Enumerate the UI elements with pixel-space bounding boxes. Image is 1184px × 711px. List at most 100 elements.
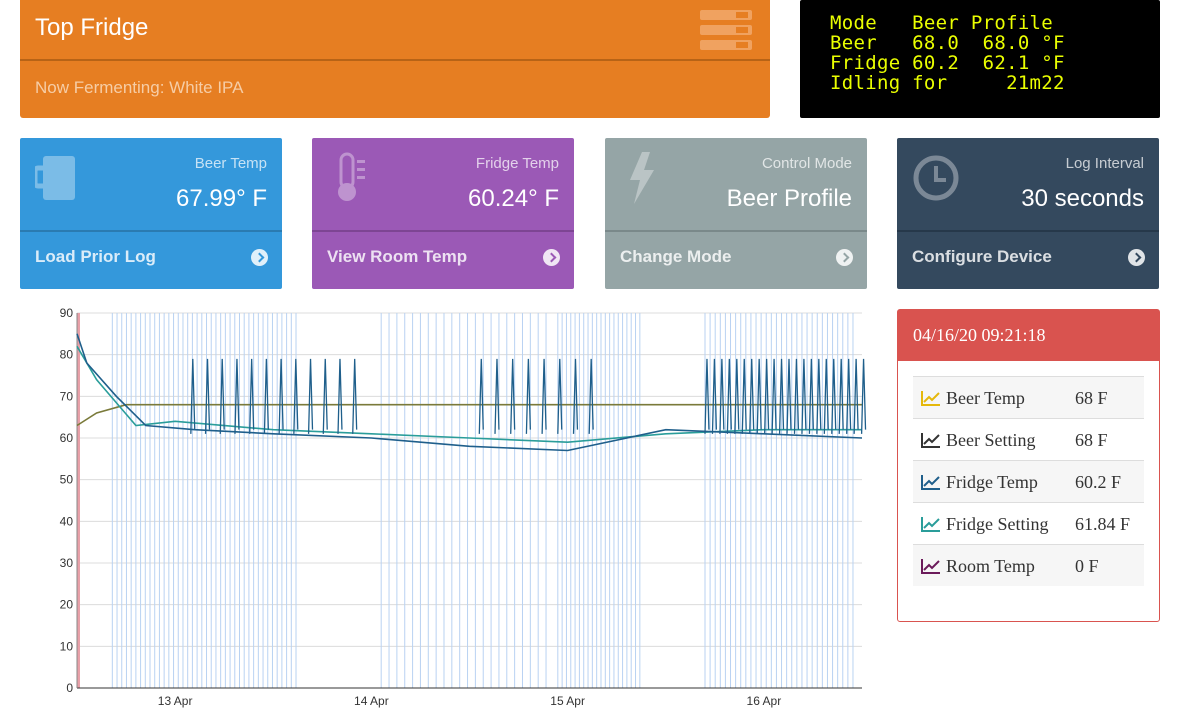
- fridge-temp-spike: [816, 358, 822, 434]
- legend-series-value: 0 F: [1075, 556, 1099, 576]
- server-icon: [700, 10, 752, 50]
- fridge-temp-spike: [778, 358, 785, 434]
- fridge-temp-spike: [741, 358, 747, 434]
- fridge-temp-spike: [588, 358, 594, 434]
- line-chart-icon: [921, 559, 940, 574]
- fridge-temp-spike: [808, 358, 814, 434]
- fridge-temp-spike: [510, 358, 516, 434]
- legend-series-name: Fridge Temp: [946, 472, 1038, 492]
- x-tick-label: 16 Apr: [747, 694, 782, 708]
- fridge-temp-spike: [853, 358, 859, 434]
- arrow-circle-right-icon: [1128, 249, 1145, 266]
- view-room-temp-link[interactable]: View Room Temp: [312, 232, 574, 289]
- tile-top: Log Interval 30 seconds: [897, 138, 1159, 230]
- mug-icon: [35, 156, 75, 200]
- fridge-temp-spike: [278, 358, 284, 434]
- legend-series-value: 68 F: [1075, 388, 1108, 408]
- fridge-temp-spike: [263, 358, 269, 434]
- start-marker: [77, 313, 80, 688]
- load-prior-log-link[interactable]: Load Prior Log: [20, 232, 282, 289]
- arrow-circle-right-icon: [836, 249, 853, 266]
- log-interval-value: 30 seconds: [1021, 185, 1144, 212]
- fridge-temp-spike: [860, 358, 867, 434]
- fridge-temp-spike: [352, 358, 358, 434]
- device-header: Top Fridge Now Fermenting: White IPA: [20, 0, 770, 118]
- tile-top: Control Mode Beer Profile: [605, 138, 867, 230]
- tile-divider: [20, 230, 282, 232]
- legend-table: Beer Temp 68 F Beer Setting 68 F Fridge …: [913, 376, 1144, 586]
- configure-device-link[interactable]: Configure Device: [897, 232, 1159, 289]
- fridge-temp-spike: [572, 358, 579, 434]
- fridge-temp-spike: [711, 358, 718, 434]
- fridge-temp-spike: [322, 358, 328, 434]
- fridge-temp-spike: [749, 358, 755, 434]
- fridge-temp-spike: [831, 358, 837, 434]
- fridge-temp-spike: [719, 358, 725, 434]
- y-tick-label: 40: [60, 514, 74, 528]
- control-mode-tile: Control Mode Beer Profile Change Mode: [605, 138, 867, 289]
- tile-divider: [312, 230, 574, 232]
- y-tick-label: 20: [60, 598, 74, 612]
- fridge-temp-tile: Fridge Temp 60.24° F View Room Temp: [312, 138, 574, 289]
- fridge-temp-spike: [478, 358, 484, 434]
- legend-row-fridge-temp[interactable]: Fridge Temp 60.2 F: [913, 460, 1144, 502]
- fridge-temp-spike: [307, 358, 314, 434]
- control-mode-value: Beer Profile: [726, 185, 852, 212]
- lcd-display: Mode Beer Profile Beer 68.0 68.0 °F Frid…: [800, 0, 1160, 118]
- fridge-temp-spike: [494, 358, 500, 434]
- log-interval-tile: Log Interval 30 seconds Configure Device: [897, 138, 1159, 289]
- arrow-circle-right-icon: [543, 249, 560, 266]
- fridge-temp-spike: [801, 358, 807, 434]
- lcd-line-4: Idling for 21m22: [830, 72, 1065, 94]
- fridge-temp-spike: [846, 358, 852, 434]
- fridge-temp-spike: [541, 358, 547, 434]
- x-tick-label: 13 Apr: [158, 694, 193, 708]
- tile-caption: Control Mode: [761, 155, 852, 172]
- fridge-temp-spike: [293, 358, 299, 434]
- series-line: [76, 403, 862, 427]
- lcd-line-3: Fridge 60.2 62.1 °F: [830, 52, 1065, 74]
- line-chart-icon: [921, 433, 940, 448]
- tile-caption: Log Interval: [1065, 155, 1144, 172]
- legend-panel: 04/16/20 09:21:18 Beer Temp 68 F Beer Se…: [897, 309, 1160, 622]
- fridge-temp-spike: [337, 358, 343, 434]
- series-line: [76, 345, 862, 444]
- legend-row-beer-setting[interactable]: Beer Setting 68 F: [913, 418, 1144, 460]
- lcd-line-2: Beer 68.0 68.0 °F: [830, 32, 1065, 54]
- clock-icon: [913, 155, 959, 201]
- line-chart-icon: [921, 475, 940, 490]
- thermometer-icon: [338, 152, 365, 201]
- fridge-temp-spike: [793, 358, 800, 434]
- legend-series-value: 61.84 F: [1075, 514, 1131, 534]
- legend-series-value: 68 F: [1075, 430, 1108, 450]
- bolt-icon: [630, 152, 654, 204]
- fridge-temp-spike: [525, 358, 531, 434]
- fridge-temp-spike: [557, 358, 563, 434]
- y-tick-label: 90: [60, 306, 74, 320]
- fridge-temp-spike: [219, 358, 225, 434]
- tile-top: Beer Temp 67.99° F: [20, 138, 282, 230]
- y-tick-label: 50: [60, 473, 74, 487]
- fridge-temp-spike: [204, 358, 211, 434]
- tile-top: Fridge Temp 60.24° F: [312, 138, 574, 230]
- y-tick-label: 10: [60, 639, 74, 653]
- tile-link-label: View Room Temp: [327, 247, 468, 266]
- legend-series-name: Beer Setting: [946, 430, 1036, 450]
- y-tick-label: 60: [60, 431, 74, 445]
- y-tick-label: 70: [60, 389, 74, 403]
- y-tick-label: 0: [66, 681, 73, 695]
- change-mode-link[interactable]: Change Mode: [605, 232, 867, 289]
- legend-row-room-temp[interactable]: Room Temp 0 F: [913, 544, 1144, 586]
- temperature-chart[interactable]: 0 10 20 30 40 50 60 70 80 90 13 Apr 14 Apr 15 Apr 16 …: [20, 305, 870, 711]
- legend-timestamp: 04/16/20 09:21:18: [913, 325, 1046, 345]
- lcd-line-1: Mode Beer Profile: [830, 12, 1054, 34]
- legend-row-beer-temp[interactable]: Beer Temp 68 F: [913, 376, 1144, 418]
- legend-row-fridge-setting[interactable]: Fridge Setting 61.84 F: [913, 502, 1144, 544]
- legend-series-name: Beer Temp: [946, 388, 1025, 408]
- header-divider: [20, 59, 770, 61]
- fridge-temp-spike: [190, 358, 196, 434]
- legend-series-name: Room Temp: [946, 556, 1035, 576]
- legend-series-name: Fridge Setting: [946, 514, 1049, 534]
- fridge-temp-spike: [734, 358, 740, 434]
